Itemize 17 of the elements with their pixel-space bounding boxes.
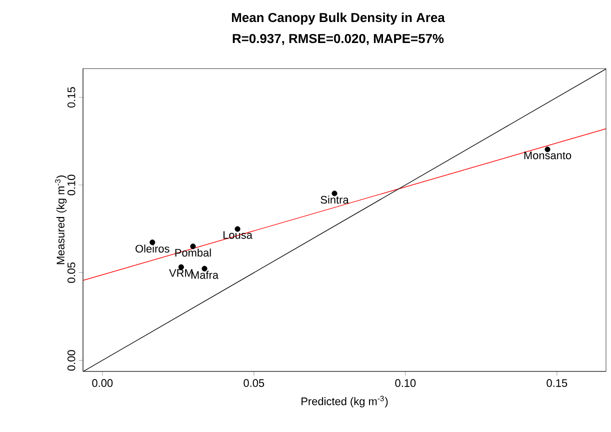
annotation: Monsanto — [524, 152, 572, 160]
annotation: Pombal — [175, 248, 211, 257]
y-axis-title: Measured (kg m$^{-3}$) — [55, 176, 67, 264]
x-tick-label: 0.10 — [395, 379, 416, 387]
chart-title: Mean Canopy Bulk Density in Area — [232, 12, 445, 25]
annotation: Oleiros — [136, 244, 170, 253]
y-tick-label: 0.15 — [67, 87, 76, 108]
annotation: Mafra — [191, 270, 219, 279]
chart-subtitle: R=0.937, RMSE=0.020, MAPE=57% — [232, 34, 444, 45]
y-tick-label: 0.00 — [67, 350, 76, 371]
y-tick-label: 0.05 — [67, 262, 76, 283]
annotation: Sintra — [320, 196, 349, 204]
x-tick-label: 0.00 — [92, 379, 113, 387]
x-tick-label: 0.15 — [546, 379, 568, 387]
x-tick-label: 0.05 — [244, 379, 264, 387]
x-axis-title: Predicted (kg m$^{-3}$) — [302, 396, 388, 408]
y-tick-label: 0.10 — [67, 174, 76, 196]
